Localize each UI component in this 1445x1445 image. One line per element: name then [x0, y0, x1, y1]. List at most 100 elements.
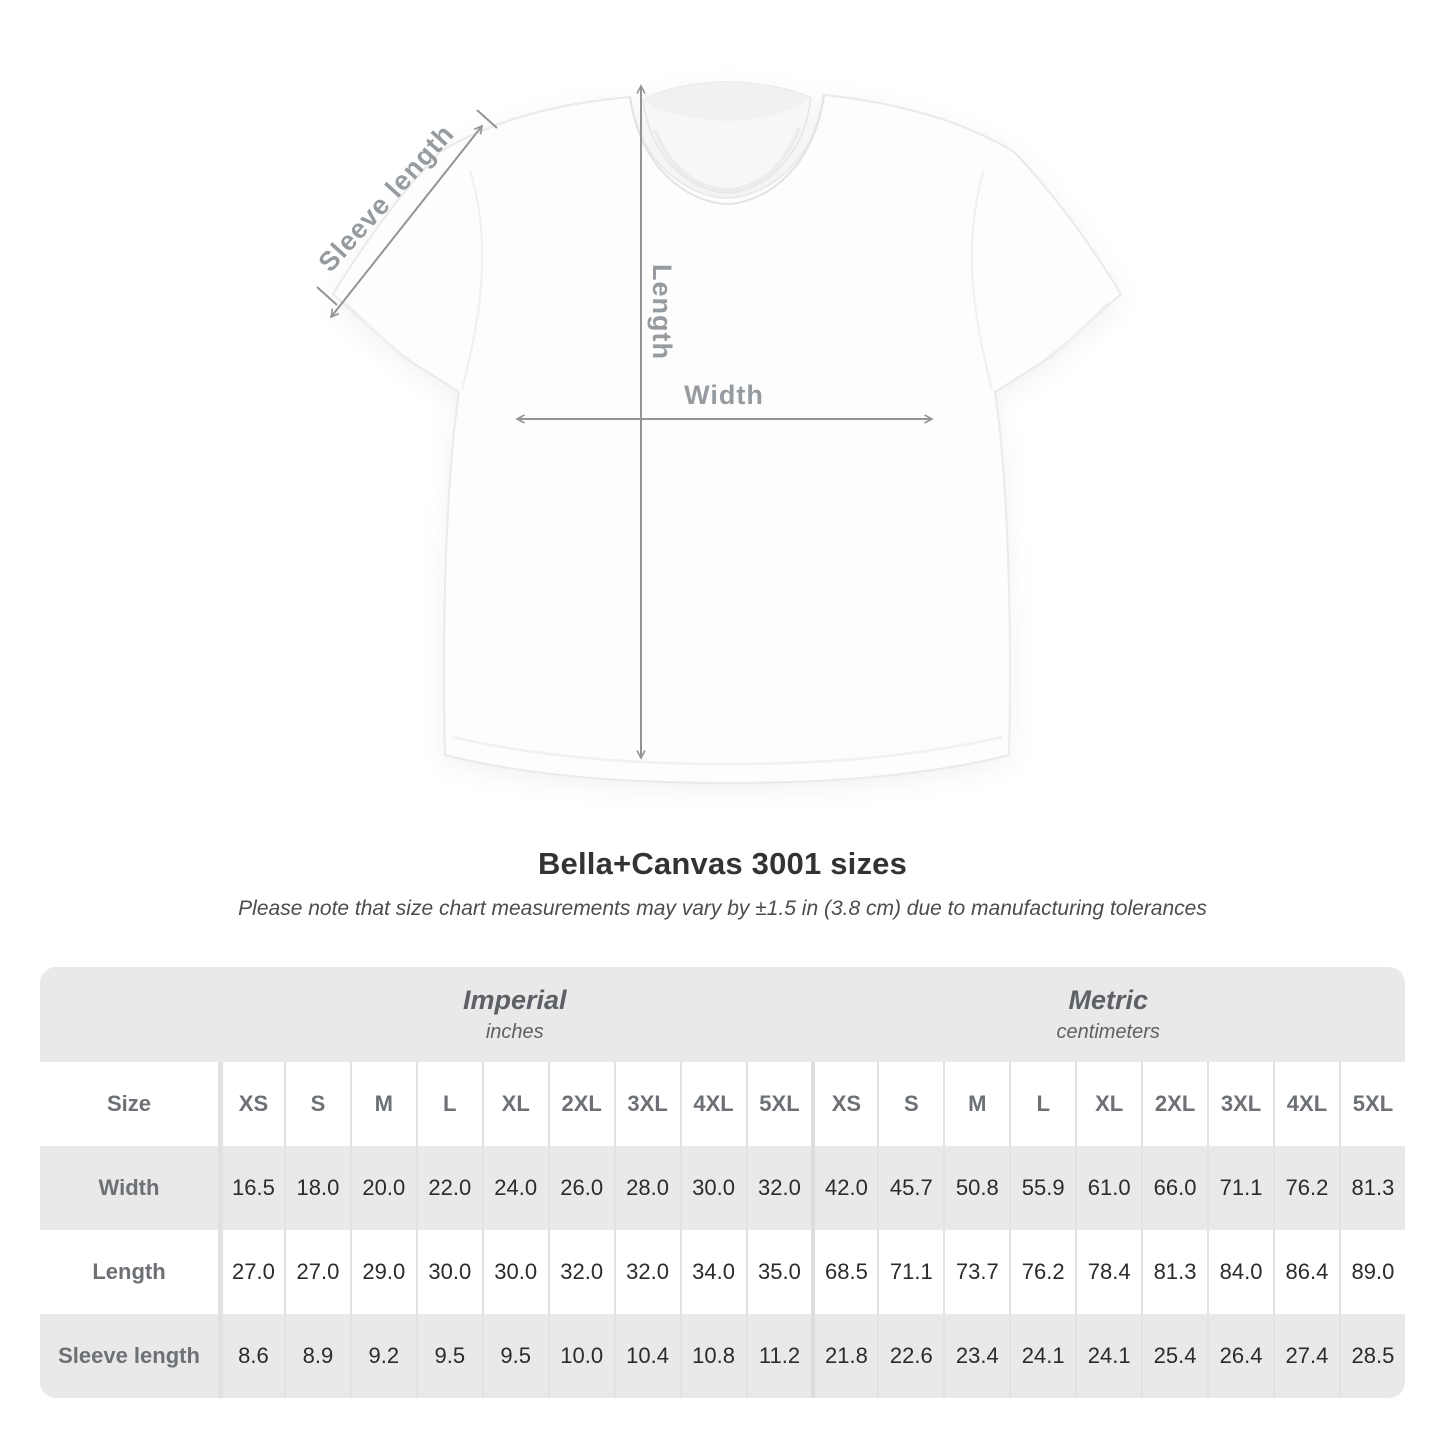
value-cell: 71.1 [1207, 1146, 1273, 1230]
size-chart-table: Imperial inches Metric centimeters Size XS S M L… [40, 967, 1405, 1398]
size-header-row: Size XS S M L XL 2XL 3XL 4XL 5XL XS S M L XL 2XL 3XL 4XL 5… [40, 1062, 1405, 1146]
tolerance-note: Please note that size chart measurements… [238, 897, 1207, 920]
value-cell: 9.5 [481, 1314, 548, 1398]
sleeve-arrow-end-tick [476, 109, 498, 129]
size-col-xl-metric: XL [1075, 1062, 1142, 1146]
value-cell: 26.4 [1207, 1314, 1273, 1398]
value-cell: 86.4 [1273, 1230, 1339, 1314]
value-cell: 71.1 [877, 1230, 943, 1314]
row-width: Width 16.5 18.0 20.0 22.0 24.0 26.0 28.0 30.0 32.… [40, 1146, 1405, 1230]
tshirt-graphic: Sleeve length Length Width [313, 81, 1123, 785]
size-col-4xl-imperial: 4XL [679, 1062, 746, 1146]
size-col-l-metric: L [1009, 1062, 1076, 1146]
value-cell: 61.0 [1075, 1146, 1142, 1230]
size-col-xl-imperial: XL [481, 1062, 548, 1146]
value-cell: 66.0 [1141, 1146, 1208, 1230]
value-cell: 8.9 [283, 1314, 350, 1398]
value-cell: 68.5 [811, 1230, 877, 1314]
value-cell: 30.0 [481, 1230, 548, 1314]
unit-group-metric: Metric centimeters [811, 967, 1405, 1062]
value-cell: 81.3 [1338, 1146, 1405, 1230]
collar-back-band [643, 82, 811, 121]
size-header-cell: Size [40, 1062, 218, 1146]
tshirt-body [331, 93, 1123, 785]
heading-block: Bella+Canvas 3001 sizes Please note that… [0, 846, 1445, 921]
length-label: Length [647, 264, 677, 360]
size-col-xs-metric: XS [811, 1062, 878, 1146]
value-cell: 9.2 [349, 1314, 416, 1398]
value-cell: 27.4 [1273, 1314, 1339, 1398]
unit-group-name: Metric [1068, 985, 1148, 1015]
value-cell: 22.0 [415, 1146, 482, 1230]
value-cell: 27.0 [283, 1230, 350, 1314]
row-label: Sleeve length [40, 1314, 218, 1398]
value-cell: 10.8 [679, 1314, 746, 1398]
value-cell: 18.0 [283, 1146, 350, 1230]
unit-group-unit: centimeters [1056, 1021, 1160, 1043]
unit-band-row: Imperial inches Metric centimeters [40, 967, 1405, 1062]
value-cell: 29.0 [349, 1230, 416, 1314]
value-cell: 10.0 [547, 1314, 614, 1398]
value-cell: 9.5 [415, 1314, 482, 1398]
row-label: Width [40, 1146, 218, 1230]
value-cell: 23.4 [943, 1314, 1010, 1398]
value-cell: 30.0 [415, 1230, 482, 1314]
value-cell: 35.0 [745, 1230, 812, 1314]
unit-group-unit: inches [485, 1021, 544, 1043]
sleeve-length-arrow [331, 126, 482, 317]
value-cell: 45.7 [877, 1146, 944, 1230]
size-col-5xl-imperial: 5XL [745, 1062, 812, 1146]
table-head: Imperial inches Metric centimeters Size XS S M L… [40, 967, 1405, 1146]
value-cell: 73.7 [943, 1230, 1009, 1314]
value-cell: 27.0 [218, 1230, 284, 1314]
size-col-2xl-metric: 2XL [1141, 1062, 1208, 1146]
tshirt-diagram: Sleeve length Length Width [313, 81, 1123, 785]
value-cell: 76.2 [1009, 1230, 1075, 1314]
size-chart-section: Imperial inches Metric centimeters Size XS S M L… [40, 967, 1405, 1398]
value-cell: 89.0 [1338, 1230, 1405, 1314]
size-col-4xl-metric: 4XL [1273, 1062, 1339, 1146]
value-cell: 30.0 [679, 1146, 746, 1230]
width-label: Width [684, 380, 764, 410]
size-col-m-metric: M [943, 1062, 1010, 1146]
value-cell: 81.3 [1141, 1230, 1207, 1314]
value-cell: 28.0 [613, 1146, 680, 1230]
value-cell: 16.5 [218, 1146, 284, 1230]
value-cell: 21.8 [811, 1314, 878, 1398]
size-col-l-imperial: L [415, 1062, 482, 1146]
size-col-s-imperial: S [283, 1062, 350, 1146]
size-col-2xl-imperial: 2XL [547, 1062, 614, 1146]
value-cell: 32.0 [613, 1230, 680, 1314]
size-col-s-metric: S [877, 1062, 944, 1146]
value-cell: 24.1 [1075, 1314, 1142, 1398]
row-length: Length 27.0 27.0 29.0 30.0 30.0 32.0 32.0 34.0 35… [40, 1230, 1405, 1314]
unit-group-name: Imperial [462, 985, 567, 1015]
unit-band-spacer [40, 967, 218, 1062]
value-cell: 11.2 [745, 1314, 812, 1398]
size-col-m-imperial: M [349, 1062, 416, 1146]
row-label: Length [92, 1259, 166, 1284]
value-cell: 42.0 [811, 1146, 878, 1230]
value-cell: 78.4 [1075, 1230, 1141, 1314]
unit-group-imperial: Imperial inches [218, 967, 812, 1062]
value-cell: 32.0 [745, 1146, 812, 1230]
value-cell: 24.1 [1009, 1314, 1076, 1398]
value-cell: 25.4 [1141, 1314, 1208, 1398]
size-col-3xl-metric: 3XL [1207, 1062, 1273, 1146]
value-cell: 20.0 [349, 1146, 416, 1230]
value-cell: 32.0 [547, 1230, 614, 1314]
sleeve-arrow-start-tick [316, 286, 338, 306]
value-cell: 26.0 [547, 1146, 614, 1230]
tshirt-illustration [331, 81, 1123, 785]
value-cell: 55.9 [1009, 1146, 1076, 1230]
hem-stitch [451, 735, 1003, 766]
cuff-seam-right [1043, 301, 1110, 361]
value-cell: 24.0 [481, 1146, 548, 1230]
value-cell: 28.5 [1338, 1314, 1405, 1398]
value-cell: 50.8 [943, 1146, 1010, 1230]
value-cell: 22.6 [877, 1314, 944, 1398]
row-sleeve-length: Sleeve length 8.6 8.9 9.2 9.5 9.5 10.0 10.4 10.8… [40, 1314, 1405, 1398]
value-cell: 8.6 [218, 1314, 284, 1398]
value-cell: 76.2 [1273, 1146, 1339, 1230]
